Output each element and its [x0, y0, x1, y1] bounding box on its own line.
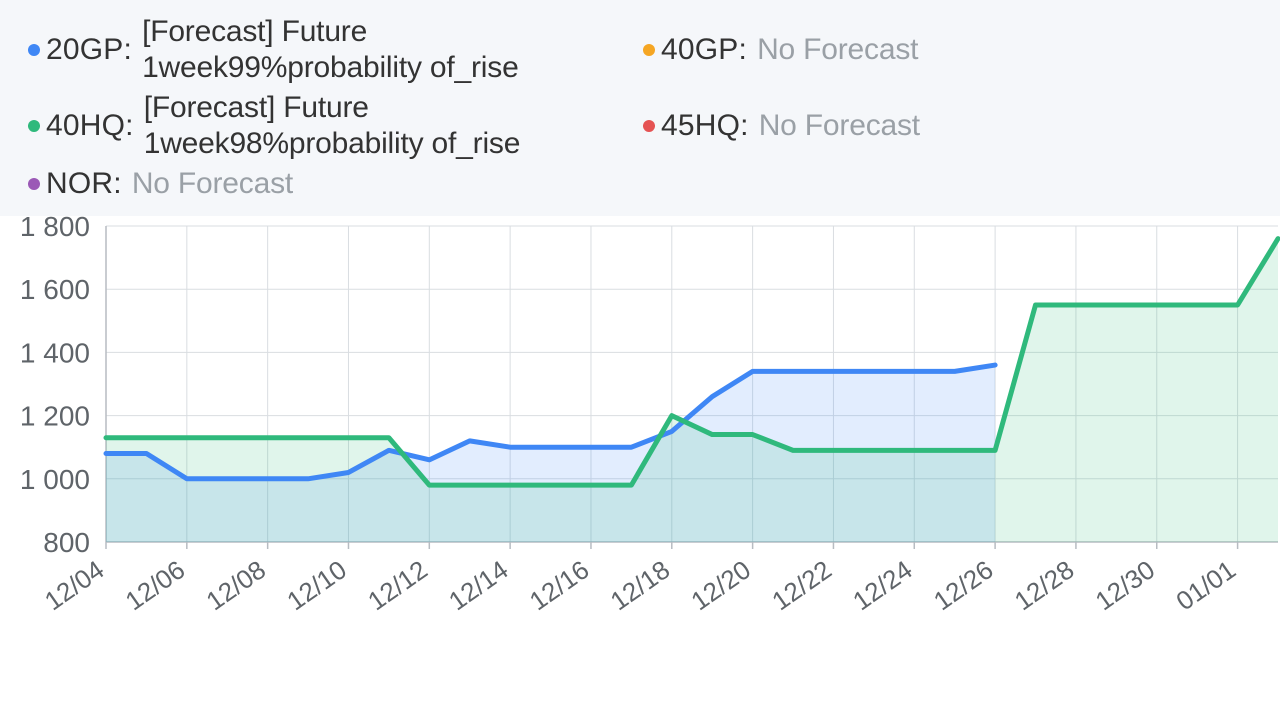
x-tick-label: 12/30: [1090, 554, 1161, 616]
y-tick-label: 1 600: [20, 274, 90, 305]
legend-item-nor[interactable]: NOR: No Forecast: [28, 166, 633, 202]
x-tick: 12/22: [766, 554, 837, 616]
x-tick: 12/08: [201, 554, 272, 616]
x-tick-label: 12/26: [928, 554, 999, 616]
legend-text: No Forecast: [757, 32, 918, 68]
legend-key: 40HQ:: [46, 108, 134, 144]
line-chart: 8001 0001 2001 4001 6001 80012/0412/0612…: [0, 216, 1280, 636]
x-tick-label: 12/18: [605, 554, 676, 616]
x-tick-label: 12/24: [847, 554, 918, 616]
x-tick-label: 12/10: [281, 554, 352, 616]
x-tick: 12/26: [928, 554, 999, 616]
x-tick-label: 12/04: [39, 554, 110, 616]
x-tick: 12/06: [120, 554, 191, 616]
y-tick-label: 1 200: [20, 401, 90, 432]
legend-key: 45HQ:: [661, 108, 749, 144]
y-tick-label: 1 400: [20, 337, 90, 368]
x-tick-label: 12/22: [766, 554, 837, 616]
x-tick: 12/16: [524, 554, 595, 616]
x-tick: 12/10: [281, 554, 352, 616]
x-tick-label: 12/08: [201, 554, 272, 616]
x-tick: 12/20: [686, 554, 757, 616]
x-tick: 12/04: [39, 554, 110, 616]
legend-item-45hq[interactable]: 45HQ: No Forecast: [643, 90, 1248, 162]
x-tick: 12/28: [1009, 554, 1080, 616]
x-tick-label: 12/28: [1009, 554, 1080, 616]
x-tick: 01/01: [1171, 554, 1242, 616]
legend-text: [Forecast] Future 1week99%probability of…: [142, 14, 633, 86]
x-tick: 12/18: [605, 554, 676, 616]
legend-text: [Forecast] Future 1week98%probability of…: [144, 90, 633, 162]
y-tick-label: 800: [43, 527, 90, 558]
legend-text: No Forecast: [132, 166, 293, 202]
legend-item-40gp[interactable]: 40GP: No Forecast: [643, 14, 1248, 86]
x-tick-label: 12/20: [686, 554, 757, 616]
chart-area: 8001 0001 2001 4001 6001 80012/0412/0612…: [0, 216, 1280, 636]
x-tick: 12/14: [443, 554, 514, 616]
legend-key: 40GP:: [661, 32, 747, 68]
x-tick-label: 12/12: [362, 554, 433, 616]
x-tick: 12/30: [1090, 554, 1161, 616]
x-tick-label: 01/01: [1171, 554, 1242, 616]
legend-panel: 20GP: [Forecast] Future 1week99%probabili…: [0, 0, 1280, 216]
legend-item-20gp[interactable]: 20GP: [Forecast] Future 1week99%probabili…: [28, 14, 633, 86]
legend-key: 20GP:: [46, 32, 132, 68]
legend-dot-icon: [28, 44, 40, 56]
legend-dot-icon: [28, 178, 40, 190]
legend-key: NOR:: [46, 166, 122, 202]
legend-dot-icon: [643, 120, 655, 132]
x-tick-label: 12/14: [443, 554, 514, 616]
legend-dot-icon: [643, 44, 655, 56]
x-tick-label: 12/06: [120, 554, 191, 616]
legend-dot-icon: [28, 120, 40, 132]
x-tick: 12/24: [847, 554, 918, 616]
y-tick-label: 1 800: [20, 216, 90, 242]
y-tick-label: 1 000: [20, 464, 90, 495]
series-area-40hq: [106, 239, 1278, 542]
x-tick-label: 12/16: [524, 554, 595, 616]
x-tick: 12/12: [362, 554, 433, 616]
legend-item-40hq[interactable]: 40HQ: [Forecast] Future 1week98%probabili…: [28, 90, 633, 162]
legend-text: No Forecast: [759, 108, 920, 144]
